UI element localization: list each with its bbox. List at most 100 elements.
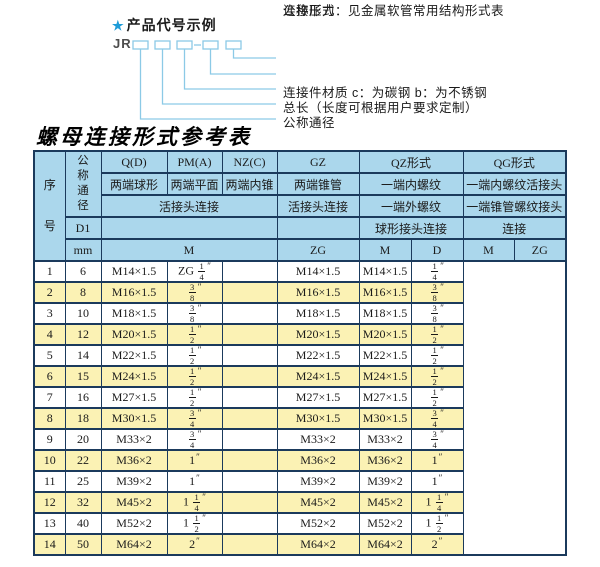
cell-union-m: M16×1.5 <box>100 281 168 304</box>
cell-qz-m <box>221 491 278 514</box>
cell-qg-m: M27×1.5 <box>358 386 412 409</box>
cell-gz-zg: 1 1 2 ″ <box>166 512 223 535</box>
cell-qg-zg: 1 1 4 ″ <box>410 491 464 514</box>
row-dn: 14 <box>64 344 102 367</box>
cell-qg-zg: 1 1 2 ″ <box>410 512 464 535</box>
cell-qz-m <box>221 533 278 556</box>
cell-qz-m <box>221 407 278 430</box>
cell-qz-m <box>221 323 278 346</box>
cell-gz-zg: 1 2 ″ <box>166 323 223 346</box>
cell-qg-m: M36×2 <box>358 449 412 472</box>
cell-qz-d: M45×2 <box>276 491 360 514</box>
cell-qz-d: M52×2 <box>276 512 360 535</box>
cell-qz-m <box>221 512 278 535</box>
cell-gz-zg: 3 8 ″ <box>166 281 223 304</box>
row-dn: 16 <box>64 386 102 409</box>
cell-qz-d: M18×1.5 <box>276 302 360 325</box>
cell-qz-d: M16×1.5 <box>276 281 360 304</box>
row-seq: 6 <box>33 365 66 388</box>
cell-qz-d: M30×1.5 <box>276 407 360 430</box>
col-header-d1: D1 <box>64 216 102 240</box>
desc-pm: 两端平面 <box>166 172 223 196</box>
nut-connection-reference-table: 序号 公称通径 Q(D) PM(A) NZ(C) GZ QZ形式 QG形式 两端… <box>33 150 567 556</box>
table-row: 5 14 M22×1.5 1 2 ″ M22×1.5 M22×1.5 1 2 ″ <box>33 344 566 367</box>
row-seq: 4 <box>33 323 66 346</box>
cell-union-m: M64×2 <box>100 533 168 556</box>
cell-union-m: M33×2 <box>100 428 168 451</box>
cell-union-m: M18×1.5 <box>100 302 168 325</box>
desc-gz: 两端锥管 <box>276 172 360 196</box>
cell-qg-m: M22×1.5 <box>358 344 412 367</box>
diagram-heading: ★ 产品代号示例 <box>112 15 217 35</box>
row-dn: 32 <box>64 491 102 514</box>
cell-gz-zg: 1 2 ″ <box>166 386 223 409</box>
col-header-nz: NZ(C) <box>221 150 278 174</box>
cell-qz-m <box>221 428 278 451</box>
cell-qz-d: M24×1.5 <box>276 365 360 388</box>
col-header-qg: QG形式 <box>462 150 567 174</box>
cell-qg-zg: 1 2 ″ <box>410 323 464 346</box>
cell-qg-m: M24×1.5 <box>358 365 412 388</box>
row-seq: 13 <box>33 512 66 535</box>
leader-line-1 <box>232 49 276 59</box>
product-code-diagram-lines <box>132 40 276 120</box>
row-dn: 18 <box>64 407 102 430</box>
cell-qz-d: M22×1.5 <box>276 344 360 367</box>
diagram-heading-text: 产品代号示例 <box>126 17 217 33</box>
cell-qz-d: M39×2 <box>276 470 360 493</box>
row-dn: 12 <box>64 323 102 346</box>
leader-line-4 <box>161 49 276 105</box>
leader-line-3 <box>183 49 276 90</box>
row-seq: 9 <box>33 428 66 451</box>
col-header-seq: 序号 <box>33 150 66 262</box>
cell-qz-m <box>221 386 278 409</box>
blank-cell <box>100 216 278 240</box>
cell-gz-zg: 1″ <box>166 470 223 493</box>
cell-union-m: M36×2 <box>100 449 168 472</box>
star-icon: ★ <box>112 18 125 33</box>
cell-qz-d: M33×2 <box>276 428 360 451</box>
code-box-5 <box>225 40 242 50</box>
diagram-label-length: 总长（长度可根据用户要求定制） <box>283 101 479 115</box>
row-dn: 6 <box>64 260 102 283</box>
cell-gz-zg: 3 8 ″ <box>166 302 223 325</box>
row-seq: 11 <box>33 470 66 493</box>
row-dn: 50 <box>64 533 102 556</box>
cell-qg-m: M20×1.5 <box>358 323 412 346</box>
row-seq: 2 <box>33 281 66 304</box>
code-prefix: JR <box>113 36 132 51</box>
table-row: 11 25 M39×2 1″ M39×2 M39×2 1″ <box>33 470 566 493</box>
unit-m-qz: M <box>358 238 412 262</box>
code-box-1 <box>132 40 149 50</box>
desc-qg-1: 一端内螺纹活接头 <box>462 172 567 196</box>
cell-gz-zg: 3 4 ″ <box>166 407 223 430</box>
cell-qz-m <box>221 260 278 283</box>
cell-qg-m: M30×1.5 <box>358 407 412 430</box>
table-row: 8 18 M30×1.5 3 4 ″ M30×1.5 M30×1.5 3 4 ″ <box>33 407 566 430</box>
cell-union-m: M22×1.5 <box>100 344 168 367</box>
table-row: 4 12 M20×1.5 1 2 ″ M20×1.5 M20×1.5 1 2 ″ <box>33 323 566 346</box>
table-row: 12 32 M45×2 1 1 4 ″ M45×2 M45×2 1 1 4 ″ <box>33 491 566 514</box>
cell-gz-zg: 3 4 ″ <box>166 428 223 451</box>
cell-qg-zg: 1″ <box>410 449 464 472</box>
conn-union: 活接头连接 <box>100 194 278 218</box>
cell-qz-m <box>221 470 278 493</box>
cell-union-m: M14×1.5 <box>100 260 168 283</box>
row-seq: 10 <box>33 449 66 472</box>
desc-qz-2: 一端外螺纹 <box>358 194 464 218</box>
cell-gz-zg: ZG 1 4 ″ <box>166 260 223 283</box>
unit-m-union: M <box>100 238 278 262</box>
conn-gz: 活接头连接 <box>276 194 360 218</box>
cell-union-m: M52×2 <box>100 512 168 535</box>
diagram-label-pressure: 公称压力 <box>283 4 336 18</box>
col-header-gz: GZ <box>276 150 360 174</box>
cell-qg-m: M14×1.5 <box>358 260 412 283</box>
table-row: 1 6 M14×1.5 ZG 1 4 ″ M14×1.5 M14×1.5 1 4 ″ <box>33 260 566 283</box>
col-header-pm: PM(A) <box>166 150 223 174</box>
cell-qz-d: M64×2 <box>276 533 360 556</box>
row-dn: 15 <box>64 365 102 388</box>
cell-qg-m: M45×2 <box>358 491 412 514</box>
cell-qz-d: M14×1.5 <box>276 260 360 283</box>
code-box-3 <box>176 40 193 50</box>
row-dn: 10 <box>64 302 102 325</box>
